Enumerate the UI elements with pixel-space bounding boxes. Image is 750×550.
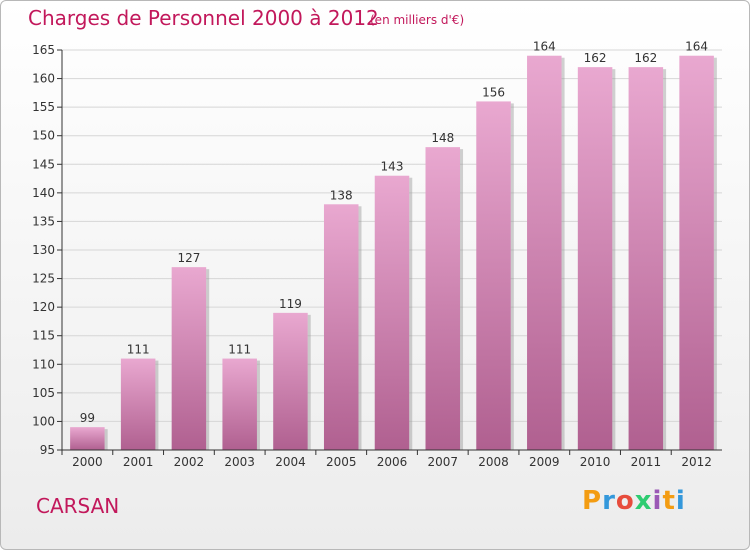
bar-shadow — [460, 149, 464, 450]
proxiti-logo: Proxiti — [582, 486, 686, 516]
logo-letter: i — [652, 486, 663, 516]
x-tick-label: 2012 — [681, 455, 712, 469]
x-tick-label: 2000 — [72, 455, 103, 469]
x-axis: 2000 2001 2002 2003 2004 2005 2006 2007 2008 2009… — [61, 449, 722, 469]
x-tick-label: 2003 — [224, 455, 255, 469]
chart-title: Charges de Personnel 2000 à 2012 — [28, 6, 379, 30]
bar-shadow — [409, 177, 413, 450]
data-label: 111 — [228, 343, 251, 357]
logo-letter: i — [675, 486, 686, 516]
bar — [222, 358, 257, 450]
data-label: 148 — [431, 131, 454, 145]
x-tick-label: 2008 — [478, 455, 509, 469]
data-label: 127 — [177, 251, 200, 265]
bar — [374, 175, 410, 450]
bar — [628, 67, 664, 451]
y-tick-label: 110 — [32, 357, 55, 371]
bar-shadow — [307, 314, 311, 450]
bar-shadow — [663, 69, 667, 451]
logo-letter: P — [582, 486, 603, 516]
data-label: 143 — [381, 160, 404, 174]
data-label: 162 — [634, 51, 657, 65]
x-tick-label: 2004 — [275, 455, 306, 469]
bar — [171, 267, 207, 450]
bar — [425, 147, 461, 450]
y-tick-label: 130 — [32, 243, 55, 257]
logo-letter: o — [615, 486, 635, 516]
data-label: 164 — [685, 40, 708, 54]
data-label: 99 — [80, 411, 95, 425]
bar — [577, 67, 613, 451]
y-tick-label: 165 — [32, 43, 55, 57]
x-tick-label: 2007 — [427, 455, 458, 469]
y-tick-label: 140 — [32, 186, 55, 200]
y-tick-label: 115 — [32, 329, 55, 343]
bar — [120, 358, 156, 450]
y-tick-label: 135 — [32, 214, 55, 228]
logo-letter: r — [602, 486, 616, 516]
chart-unit: (en milliers d'€) — [370, 13, 465, 27]
logo-letter: x — [634, 486, 653, 516]
city-name: CARSAN — [36, 494, 120, 518]
data-label: 164 — [533, 40, 556, 54]
bar-shadow — [104, 429, 108, 450]
y-tick-label: 105 — [32, 386, 55, 400]
bar-shadow — [510, 103, 514, 450]
bar — [476, 101, 511, 450]
bar — [527, 55, 562, 450]
data-label: 138 — [330, 188, 353, 202]
bar — [70, 427, 105, 450]
y-tick-label: 120 — [32, 300, 55, 314]
bar — [273, 312, 308, 450]
data-label: 156 — [482, 85, 505, 99]
x-tick-label: 2001 — [123, 455, 154, 469]
bar-shadow — [206, 269, 210, 450]
x-tick-label: 2002 — [174, 455, 205, 469]
bars: 99 111 127 111 119 138 143 148 156 164 162 162 164 — [70, 40, 717, 451]
x-tick-label: 2006 — [377, 455, 408, 469]
logo-letter: t — [662, 486, 676, 516]
bar — [679, 55, 714, 450]
data-label: 119 — [279, 297, 302, 311]
data-label: 162 — [584, 51, 607, 65]
bar — [323, 204, 359, 450]
bar-shadow — [612, 69, 616, 451]
bar-shadow — [561, 57, 565, 450]
bar-shadow — [713, 57, 717, 450]
y-tick-label: 125 — [32, 272, 55, 286]
y-axis: 95 100 105 110 115 120 125 130 135 140 145 150 155 16… — [32, 43, 63, 457]
x-tick-label: 2011 — [631, 455, 662, 469]
bar-shadow — [256, 360, 260, 450]
data-label: 111 — [127, 343, 150, 357]
y-tick-label: 145 — [32, 157, 55, 171]
x-tick-label: 2005 — [326, 455, 357, 469]
y-tick-label: 160 — [32, 72, 55, 86]
x-tick-label: 2009 — [529, 455, 560, 469]
y-tick-label: 155 — [32, 100, 55, 114]
y-tick-label: 150 — [32, 129, 55, 143]
y-tick-label: 95 — [40, 443, 55, 457]
bar-shadow — [155, 360, 159, 450]
x-tick-label: 2010 — [580, 455, 611, 469]
y-tick-label: 100 — [32, 414, 55, 428]
bar-shadow — [358, 206, 362, 450]
